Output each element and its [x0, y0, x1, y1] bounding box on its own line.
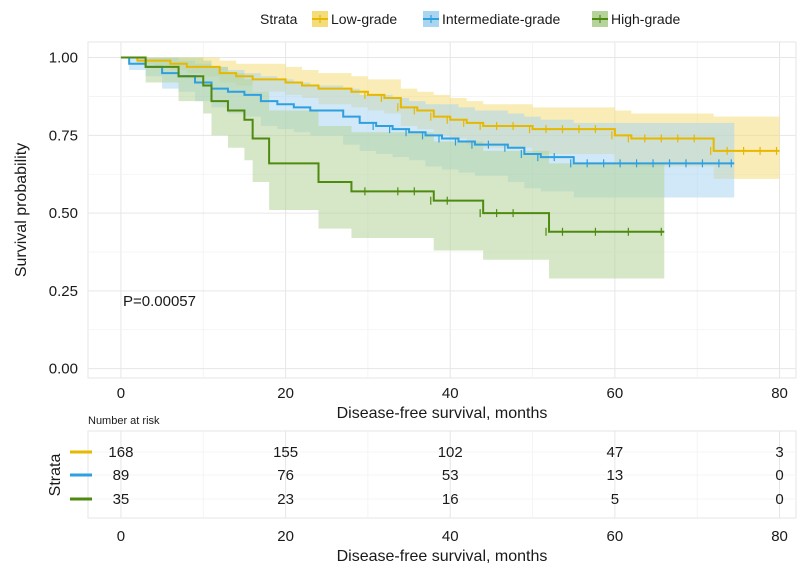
risk-count: 0 — [775, 467, 783, 484]
risk-count: 76 — [277, 467, 294, 484]
risk-count: 35 — [113, 491, 130, 508]
p-value-annotation: P=0.00057 — [123, 293, 196, 310]
main-plot: 0 20 40 60 80 0.00 0.25 0.50 0.75 1.00 P=0.00057… — [13, 41, 797, 422]
curve-low-grade — [120, 56, 780, 152]
y-axis-title: Survival probability — [13, 143, 30, 277]
legend-label: Low-grade — [331, 11, 397, 27]
curve-high-grade — [120, 56, 665, 233]
risk-x-tick-label: 80 — [771, 528, 788, 545]
risk-count: 16 — [442, 491, 459, 508]
y-tick-label: 0.25 — [49, 283, 78, 300]
risk-count: 23 — [277, 491, 294, 508]
risk-count: 155 — [273, 444, 298, 461]
risk-count: 3 — [775, 444, 783, 461]
legend-title: Strata — [260, 11, 298, 27]
legend: Strata Low-grade Intermediate-grade High-g… — [260, 11, 680, 27]
y-tick-label: 1.00 — [49, 50, 78, 67]
risk-table-title: Number at risk — [88, 415, 160, 427]
risk-table-y-title: Strata — [47, 454, 64, 497]
y-tick-label: 0.00 — [49, 361, 78, 378]
risk-count: 89 — [113, 467, 130, 484]
risk-count: 47 — [607, 444, 624, 461]
risk-count: 5 — [611, 491, 619, 508]
risk-x-tick-label: 0 — [117, 528, 125, 545]
risk-count: 168 — [108, 444, 133, 461]
x-tick-label: 40 — [442, 385, 459, 402]
ci-band-high-grade — [120, 57, 665, 279]
risk-count: 102 — [438, 444, 463, 461]
risk-count: 13 — [607, 467, 624, 484]
risk-count: 0 — [775, 491, 783, 508]
risk-table-panel — [87, 430, 797, 519]
risk-table: Number at risk 168 155 102 47 3 89 76 53 13 0 35 23… — [47, 415, 797, 565]
x-tick-label: 0 — [117, 385, 125, 402]
risk-x-tick-label: 20 — [277, 528, 294, 545]
risk-x-tick-label: 40 — [442, 528, 459, 545]
y-tick-label: 0.50 — [49, 205, 78, 222]
legend-label: High-grade — [611, 11, 680, 27]
risk-count: 53 — [442, 467, 459, 484]
risk-x-tick-label: 60 — [607, 528, 624, 545]
risk-table-x-title: Disease-free survival, months — [337, 548, 548, 565]
x-axis-title: Disease-free survival, months — [337, 405, 548, 422]
legend-label: Intermediate-grade — [442, 11, 561, 27]
x-tick-label: 80 — [771, 385, 788, 402]
x-tick-label: 60 — [607, 385, 624, 402]
x-tick-label: 20 — [277, 385, 294, 402]
y-tick-label: 0.75 — [49, 127, 78, 144]
